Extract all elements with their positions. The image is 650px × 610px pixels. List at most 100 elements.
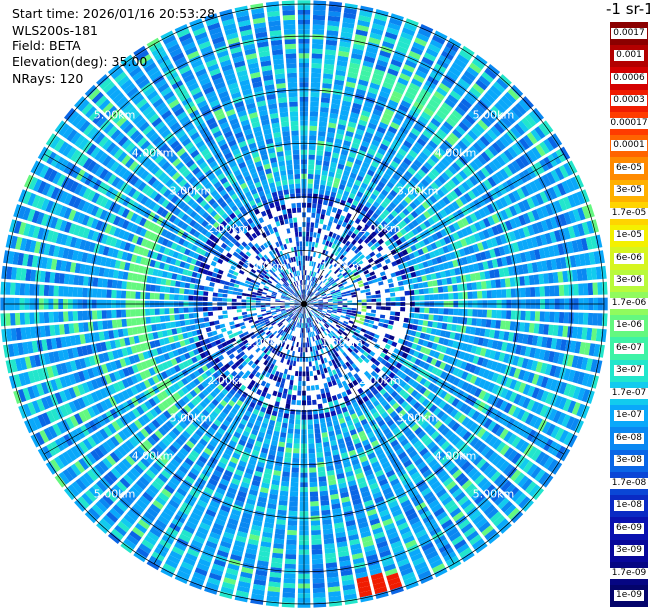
range-gate: [381, 373, 388, 380]
range-gate: [381, 275, 388, 281]
range-gate: [424, 267, 431, 275]
range-gate: [337, 272, 343, 278]
range-gate: [358, 430, 366, 438]
range-gate: [374, 13, 388, 22]
range-gate: [309, 342, 312, 347]
range-gate: [389, 423, 398, 431]
range-gate: [549, 379, 558, 392]
range-gate: [355, 472, 365, 480]
range-gate: [314, 242, 319, 248]
range-gate: [262, 442, 270, 450]
range-gate: [273, 375, 278, 382]
range-gate: [486, 467, 498, 479]
range-gate: [318, 305, 324, 307]
range-gate: [592, 313, 598, 326]
range-gate: [279, 335, 284, 341]
range-gate: [478, 219, 487, 230]
range-gate: [332, 304, 338, 307]
range-gate: [387, 68, 399, 77]
range-gate: [458, 428, 468, 438]
range-gate: [337, 306, 343, 309]
range-gate: [275, 421, 282, 428]
range-gate: [308, 438, 315, 444]
range-gate: [267, 367, 273, 374]
range-gate: [302, 313, 304, 319]
range-gate: [211, 527, 223, 536]
range-gate: [430, 154, 440, 164]
range-gate: [261, 422, 268, 429]
range-gate: [405, 153, 415, 162]
range-gate: [484, 433, 494, 444]
range-gate: [513, 203, 522, 215]
range-gate: [372, 189, 380, 197]
range-gate: [258, 395, 265, 402]
range-gate: [500, 278, 506, 288]
range-gate: [400, 400, 409, 409]
range-gate: [438, 492, 450, 502]
range-gate: [339, 447, 347, 454]
range-gate: [304, 289, 306, 295]
range-gate: [554, 395, 563, 408]
range-gate: [306, 323, 309, 328]
range-gate: [312, 558, 324, 565]
range-gate: [586, 327, 593, 341]
range-gate: [374, 241, 381, 248]
range-gate: [221, 388, 229, 396]
range-gate: [368, 37, 381, 45]
range-gate: [300, 347, 303, 353]
range-gate: [270, 484, 280, 491]
range-gate: [318, 287, 323, 292]
range-gate: [320, 327, 325, 332]
range-gate: [316, 345, 320, 351]
range-gate: [407, 166, 416, 176]
range-gate: [327, 15, 341, 22]
range-gate: [548, 324, 554, 336]
range-gate: [356, 410, 364, 417]
range-gate: [317, 339, 321, 345]
range-gate: [120, 309, 127, 318]
range-gate: [366, 306, 372, 309]
range-gate: [357, 213, 364, 221]
range-gate: [385, 232, 392, 239]
range-gate: [440, 271, 447, 278]
range-gate: [305, 255, 308, 261]
range-gate: [493, 514, 506, 527]
range-gate: [315, 213, 321, 219]
range-gate: [563, 212, 572, 225]
range-gate: [389, 177, 398, 185]
range-gate: [328, 484, 338, 491]
range-gate: [304, 323, 306, 329]
range-gate: [310, 96, 320, 102]
range-gate: [252, 584, 266, 591]
range-gate: [306, 318, 308, 324]
range-gate: [392, 156, 402, 165]
range-gate: [343, 461, 352, 468]
range-gate: [473, 263, 480, 272]
range-gate: [410, 389, 419, 398]
range-gate: [320, 343, 325, 349]
range-gate: [332, 419, 339, 426]
range-gate: [474, 387, 482, 398]
range-gate: [315, 237, 320, 243]
range-gate: [397, 251, 404, 258]
range-gate: [415, 383, 423, 392]
range-gate: [280, 357, 285, 363]
range-gate: [459, 49, 472, 61]
range-gate: [261, 313, 267, 317]
range-gate: [414, 392, 423, 401]
range-gate: [317, 135, 326, 142]
range-gate: [355, 313, 361, 318]
range-gate: [388, 229, 396, 236]
range-gate: [275, 396, 281, 403]
range-gate: [170, 458, 180, 468]
range-gate: [460, 98, 472, 109]
range-gate: [323, 302, 329, 304]
range-gate: [495, 199, 504, 210]
range-gate: [326, 465, 334, 472]
range-gate: [405, 205, 414, 213]
range-gate: [352, 417, 360, 424]
range-gate: [144, 535, 157, 546]
range-gate: [289, 305, 295, 308]
range-gate: [287, 428, 294, 434]
range-gate: [466, 282, 473, 291]
